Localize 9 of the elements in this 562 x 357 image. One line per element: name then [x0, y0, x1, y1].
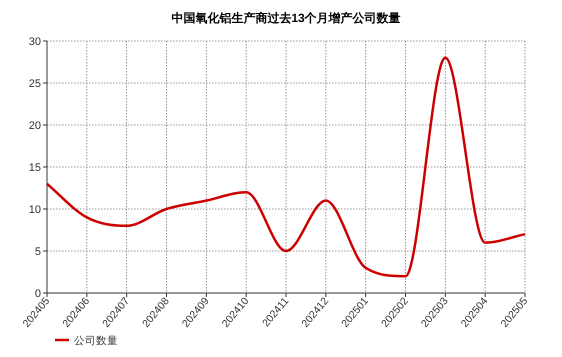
y-tick-label: 20 [28, 120, 41, 132]
legend-label: 公司数量 [74, 335, 118, 347]
y-tick-label: 30 [28, 36, 41, 48]
y-tick-label: 0 [34, 288, 41, 300]
y-tick-label: 5 [34, 246, 41, 258]
y-tick-label: 15 [28, 162, 41, 174]
y-tick-label: 10 [28, 204, 41, 216]
chart-title: 中国氧化铝生产商过去13个月增产公司数量 [171, 11, 401, 25]
y-tick-label: 25 [28, 78, 41, 90]
